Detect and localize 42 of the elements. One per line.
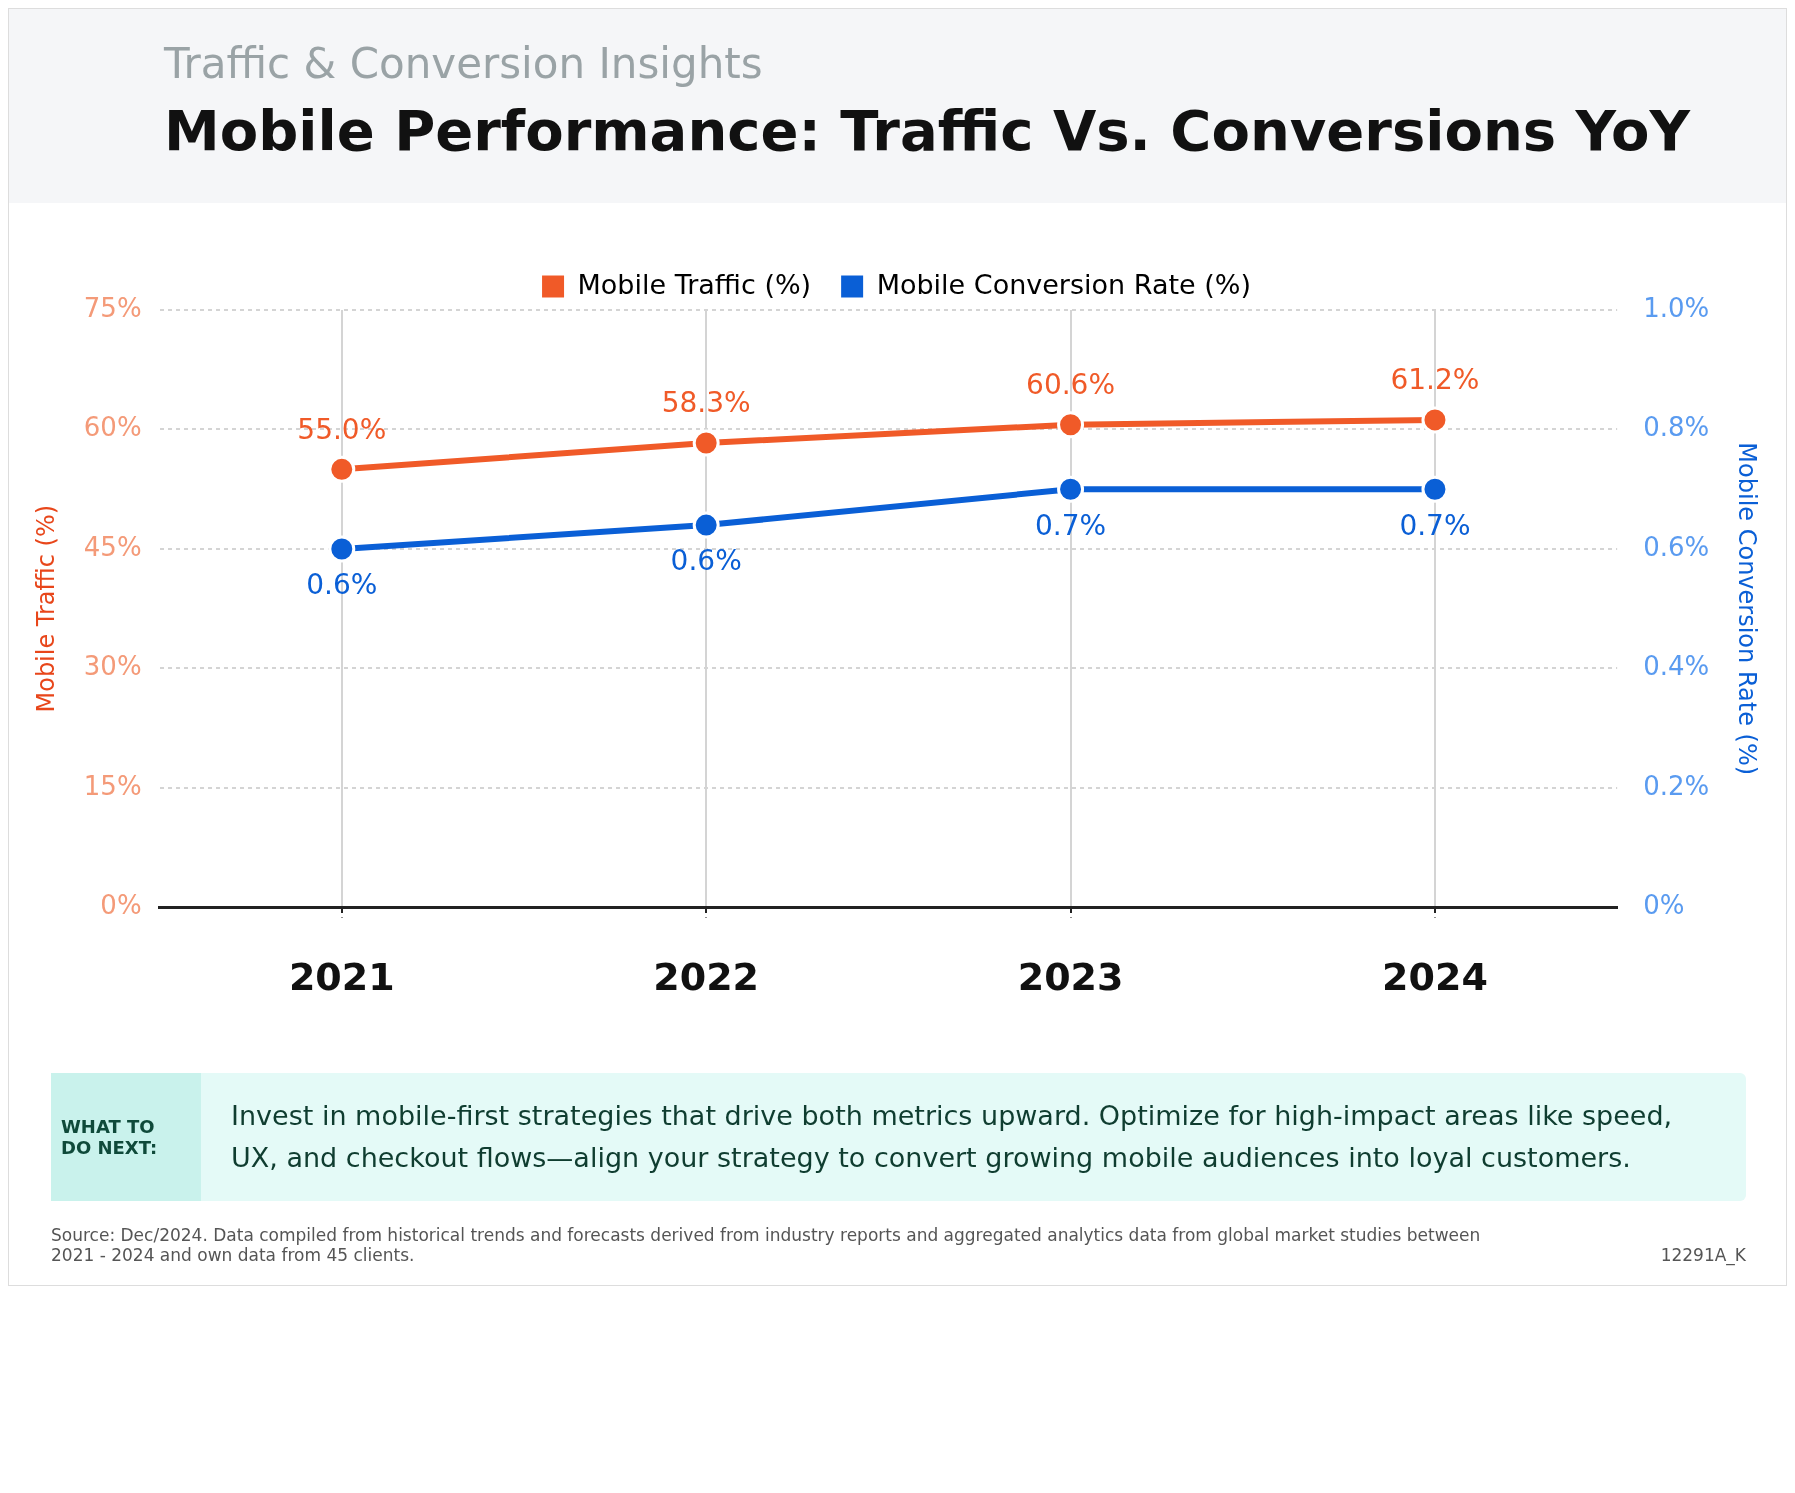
x-tick-label: 2022 xyxy=(653,955,760,1000)
data-label: 0.6% xyxy=(306,568,378,602)
y2-tick-label: 0.8% xyxy=(1643,412,1710,443)
y2-tick-label: 1.0% xyxy=(1643,292,1710,323)
legend-label: Mobile Traffic (%) xyxy=(577,268,812,300)
x-tick-label: 2023 xyxy=(1017,955,1124,1000)
point xyxy=(692,429,720,457)
y-tick-label: 30% xyxy=(83,651,142,682)
x-tick-label: 2024 xyxy=(1382,955,1488,1000)
y2-tick-label: 0.2% xyxy=(1643,770,1710,801)
y2-tick-label: 0.4% xyxy=(1643,651,1710,682)
y-tick-label: 75% xyxy=(83,292,142,323)
data-label: 0.7% xyxy=(1034,508,1107,542)
y2-tick-label: 0% xyxy=(1643,890,1685,921)
legend-label: Mobile Conversion Rate (%) xyxy=(876,268,1251,300)
x-tick-label: 2021 xyxy=(288,955,395,1000)
y-tick-label: 60% xyxy=(83,412,142,443)
text: Invest in mobile-first strategies that drive both metrics upward. Optimize for high-impact areas like speed, UX, and checkout flows—align your strategy to convert growing mobile audiences into loyal customers. xyxy=(230,1099,1674,1175)
point xyxy=(692,511,720,539)
data-label: 55.0% xyxy=(297,412,387,446)
source-note: Source: Dec/2024. Data compiled from historical trends and forecasts derived from industry reports and aggregated analytics data from global market studies between 2021 - 2024 and own data from 45 clients. xyxy=(51,1225,1482,1265)
point xyxy=(1421,406,1449,434)
point xyxy=(1421,475,1449,503)
data-label: 60.6% xyxy=(1026,367,1116,401)
text: 12291A_K xyxy=(1660,1245,1746,1265)
data-label: 58.3% xyxy=(661,386,751,420)
y-tick-label: 15% xyxy=(83,770,142,801)
text: WHAT TO DO NEXT: xyxy=(51,1073,201,1201)
point xyxy=(328,455,356,483)
chart-title: Mobile Performance: Traffic Vs. Conversions YoY xyxy=(164,98,1692,163)
point xyxy=(1057,411,1085,439)
point xyxy=(1057,475,1085,503)
y-tick-label: 45% xyxy=(83,531,142,562)
y-tick-label: 0% xyxy=(100,890,142,921)
y-axis-title: Mobile Traffic (%) xyxy=(31,504,60,713)
y2-axis-title: Mobile Conversion Rate (%) xyxy=(1733,442,1762,776)
y2-tick-label: 0.6% xyxy=(1643,531,1710,562)
point xyxy=(328,535,356,563)
data-label: 0.6% xyxy=(670,544,742,578)
data-label: 61.2% xyxy=(1390,363,1480,397)
chart-subtitle: Traffic & Conversion Insights xyxy=(164,39,764,88)
data-label: 0.7% xyxy=(1399,508,1471,542)
